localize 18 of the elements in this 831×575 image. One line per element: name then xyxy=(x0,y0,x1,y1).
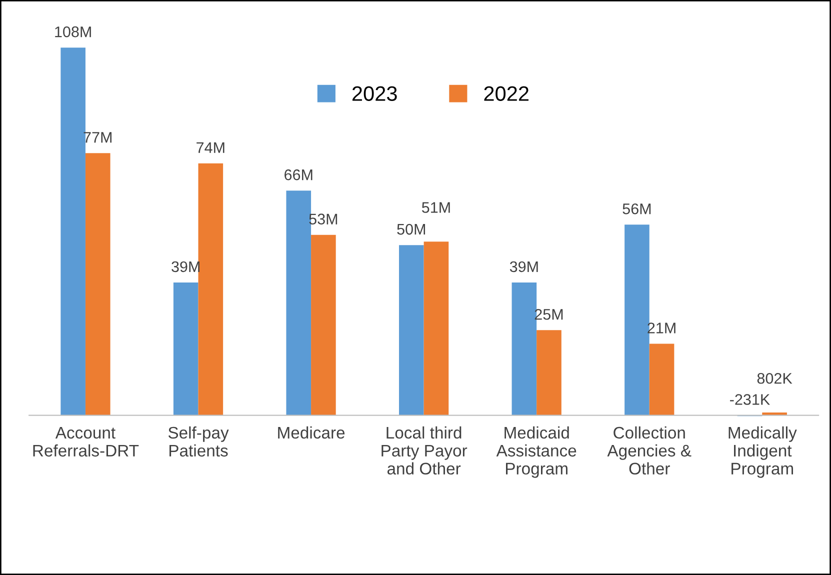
x-tick-label: Self-pay Patients xyxy=(168,426,229,457)
data-label: 56M xyxy=(622,203,651,214)
x-tick-label: Local third Party Payor and Other xyxy=(382,426,468,475)
x-tick-label: Account Referrals-DRT xyxy=(33,427,139,457)
data-label: -231K xyxy=(730,394,770,405)
legend-label: 2022 xyxy=(484,86,528,101)
x-tick-label: Medicare xyxy=(278,426,345,439)
data-label: 50M xyxy=(397,224,426,235)
data-label: 66M xyxy=(284,169,312,180)
x-tick-label: Collection Agencies & Other xyxy=(607,426,692,475)
data-label: 74M xyxy=(196,142,224,153)
data-label: 51M xyxy=(422,202,450,213)
data-label: 39M xyxy=(510,261,538,272)
legend-label: 2023 xyxy=(352,86,397,101)
x-tick-label: Medically Indigent Program xyxy=(728,426,797,478)
data-label: 802K xyxy=(757,372,792,384)
x-tick-label: Medicaid Assistance Program xyxy=(496,426,576,478)
data-label: 108M xyxy=(55,26,91,38)
